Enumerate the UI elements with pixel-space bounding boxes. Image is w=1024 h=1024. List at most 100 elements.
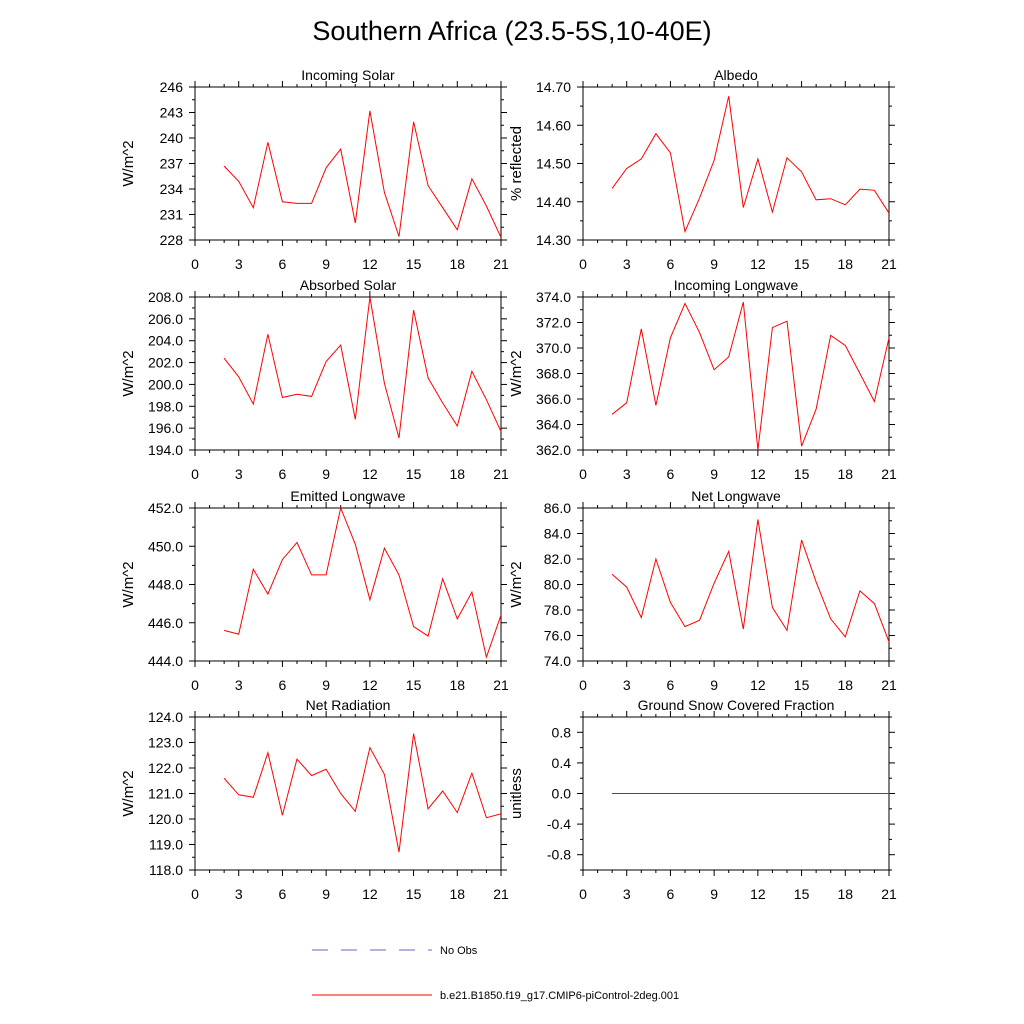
series-line	[611, 301, 890, 451]
y-tick-label: 231	[160, 207, 184, 223]
x-tick-label: 12	[362, 466, 378, 482]
y-tick-label: 206.0	[148, 311, 183, 327]
y-tick-label: 118.0	[149, 862, 183, 878]
x-tick-label: 6	[279, 466, 287, 482]
y-tick-label: 82.0	[544, 551, 571, 567]
x-tick-label: 18	[449, 256, 465, 272]
y-tick-label: 202.0	[148, 355, 183, 371]
y-axis-label: % reflected	[508, 126, 525, 201]
y-tick-label: 364.0	[536, 417, 571, 433]
figure-title: Southern Africa (23.5-5S,10-40E)	[312, 16, 711, 46]
series-line	[223, 110, 502, 238]
series-line	[223, 506, 502, 660]
y-tick-label: 123.0	[148, 735, 183, 751]
x-tick-label: 15	[794, 466, 810, 482]
y-tick-label: 121.0	[148, 786, 183, 802]
y-tick-label: 452.0	[148, 500, 183, 516]
x-tick-label: 12	[750, 677, 766, 693]
x-tick-label: 3	[235, 677, 243, 693]
y-tick-label: 0.0	[552, 786, 572, 802]
y-axis-label: W/m^2	[120, 770, 137, 816]
chart-panel-3: Absorbed Solar W/m^2 0 3 6 9 12 15 18 21 194.0 196.…	[120, 277, 509, 482]
y-tick-label: 14.50	[536, 156, 571, 172]
plot-frame	[582, 296, 890, 451]
series-line	[611, 96, 890, 234]
series-line	[611, 519, 890, 643]
y-tick-label: 0.8	[552, 724, 572, 740]
y-tick-label: 246	[160, 79, 184, 95]
y-tick-label: 450.0	[148, 538, 183, 554]
y-tick-label: 198.0	[148, 398, 183, 414]
y-tick-label: 78.0	[544, 602, 571, 618]
y-tick-label: 366.0	[536, 391, 571, 407]
legend-model-label: b.e21.B1850.f19_g17.CMIP6-piControl-2deg…	[440, 990, 679, 1002]
x-tick-label: 21	[881, 677, 897, 693]
chart-panel-5: Emitted Longwave W/m^2 0 3 6 9 12 15 18 21 444.0 44…	[120, 488, 509, 693]
x-tick-label: 6	[667, 886, 675, 902]
y-tick-label: 444.0	[148, 653, 183, 669]
y-tick-label: 243	[160, 105, 184, 121]
x-tick-label: 9	[710, 466, 718, 482]
x-tick-label: 21	[493, 466, 509, 482]
x-tick-label: 6	[279, 677, 287, 693]
panel-title: Incoming Solar	[301, 67, 395, 83]
y-tick-label: 448.0	[148, 577, 183, 593]
y-axis-label: unitless	[508, 768, 525, 819]
x-tick-label: 12	[750, 256, 766, 272]
panel-title: Net Longwave	[691, 488, 781, 504]
x-tick-label: 0	[579, 677, 587, 693]
panel-title: Net Radiation	[306, 697, 391, 713]
y-axis-label: W/m^2	[120, 350, 137, 396]
chart-panel-1: Incoming Solar W/m^2 0 3 6 9 12 15 18 21 228 231 234…	[120, 67, 509, 272]
x-tick-label: 9	[322, 466, 330, 482]
x-tick-label: 12	[362, 677, 378, 693]
x-tick-label: 6	[279, 256, 287, 272]
x-tick-label: 15	[794, 886, 810, 902]
x-tick-label: 9	[322, 677, 330, 693]
x-tick-label: 0	[579, 256, 587, 272]
x-tick-label: 9	[710, 886, 718, 902]
y-tick-label: 362.0	[536, 442, 571, 458]
x-tick-label: 0	[191, 677, 199, 693]
x-tick-label: 21	[881, 256, 897, 272]
x-tick-label: 21	[493, 886, 509, 902]
x-tick-label: 15	[794, 256, 810, 272]
y-tick-label: 86.0	[544, 500, 571, 516]
x-tick-label: 9	[322, 256, 330, 272]
x-tick-label: 6	[279, 886, 287, 902]
x-tick-label: 0	[579, 466, 587, 482]
plot-frame	[194, 296, 502, 451]
x-tick-label: 21	[881, 466, 897, 482]
panel-title: Albedo	[714, 67, 758, 83]
series-line	[223, 296, 502, 439]
x-tick-label: 3	[235, 886, 243, 902]
chart-panel-6: Net Longwave W/m^2 0 3 6 9 12 15 18 21 74.0 76.0 78.…	[508, 488, 897, 693]
x-tick-label: 3	[623, 466, 631, 482]
x-tick-label: 21	[493, 256, 509, 272]
y-tick-label: 74.0	[544, 653, 571, 669]
chart-panel-2: Albedo % reflected 0 3 6 9 12 15 18 21 14.30 14.40 1…	[508, 67, 897, 272]
y-axis-label: W/m^2	[120, 561, 137, 607]
panel-title: Incoming Longwave	[674, 277, 799, 293]
panel-title: Emitted Longwave	[290, 488, 405, 504]
y-tick-label: 204.0	[148, 333, 183, 349]
series-line	[223, 733, 502, 853]
x-tick-label: 3	[623, 677, 631, 693]
x-tick-label: 6	[667, 256, 675, 272]
x-tick-label: 9	[710, 256, 718, 272]
y-tick-label: 234	[160, 181, 184, 197]
x-tick-label: 18	[837, 466, 853, 482]
y-tick-label: 240	[160, 130, 184, 146]
plot-frame	[582, 507, 890, 662]
y-tick-label: 200.0	[148, 376, 183, 392]
y-tick-label: 124.0	[148, 709, 183, 725]
x-tick-label: 0	[579, 886, 587, 902]
y-tick-label: 370.0	[536, 340, 571, 356]
x-tick-label: 21	[493, 677, 509, 693]
chart-panel-7: Net Radiation W/m^2 0 3 6 9 12 15 18 21 118.0 119.0…	[120, 697, 509, 902]
y-tick-label: 446.0	[148, 615, 183, 631]
y-tick-label: 120.0	[148, 811, 183, 827]
plot-frame	[194, 507, 502, 662]
x-tick-label: 18	[449, 466, 465, 482]
